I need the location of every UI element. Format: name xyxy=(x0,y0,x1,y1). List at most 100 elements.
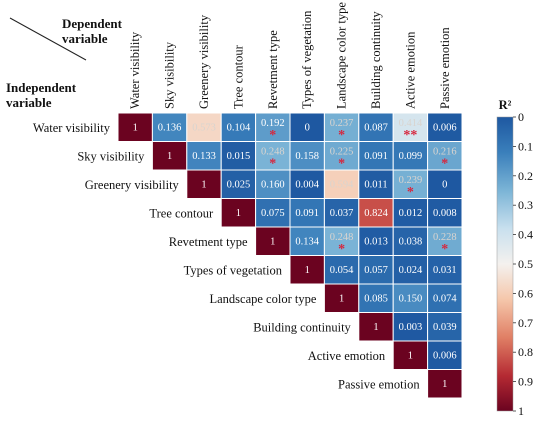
column-label: Revetment type xyxy=(266,30,280,109)
heatmap-cell xyxy=(392,255,429,285)
significance-stars: * xyxy=(269,128,276,143)
cell-value-label: 0.414 xyxy=(399,118,423,129)
cell-value-label: 0.216 xyxy=(433,147,457,158)
heatmap-cell xyxy=(358,312,394,342)
cell-value-label: 0.087 xyxy=(364,123,388,134)
row-label: Passive emotion xyxy=(338,377,420,391)
row-label: Sky visibility xyxy=(77,149,145,163)
heatmap-cell xyxy=(427,312,463,342)
heatmap-cell xyxy=(151,112,188,142)
heatmap-cell xyxy=(358,141,394,171)
heatmap-cell xyxy=(220,169,257,199)
colorbar-tick-label: 0 xyxy=(518,110,524,124)
cell-value-label: 0.134 xyxy=(295,237,319,248)
colorbar-gradient xyxy=(496,116,514,412)
heatmap-cell xyxy=(392,112,429,142)
colorbar-tick-label: 0.8 xyxy=(518,345,533,359)
corner-divider-line xyxy=(9,17,87,61)
row-labels: Water visibility Sky visibility Greenery v… xyxy=(33,121,420,392)
dependent-variable-title: Dependent variable xyxy=(62,16,122,46)
heatmap-cell xyxy=(323,169,360,199)
cell-value-label: 1 xyxy=(201,180,206,191)
cell-value-label: 0.006 xyxy=(433,123,457,134)
cell-value-label: 0.192 xyxy=(261,118,285,129)
cell-value-label: 0.074 xyxy=(433,294,457,305)
cell-value-label: 0.573 xyxy=(192,123,216,134)
colorbar-tick-label: 0.1 xyxy=(518,139,533,153)
cell-value-label: 0.158 xyxy=(295,151,319,162)
column-label: Types of vegetation xyxy=(300,10,314,109)
cell-value-label: 1 xyxy=(167,151,172,162)
cell-value-label: 0.024 xyxy=(399,265,423,276)
significance-stars: ** xyxy=(403,128,417,143)
cell-value-label: 1 xyxy=(408,351,413,362)
heatmap-cell xyxy=(392,312,429,342)
colorbar-tick-label: 1 xyxy=(518,404,524,418)
heatmap-cell xyxy=(186,141,222,171)
colorbar-tick-label: 0.5 xyxy=(518,257,533,271)
row-label: Active emotion xyxy=(308,349,386,363)
cell-value-label: 0.160 xyxy=(261,180,285,191)
cell-value-label: 0.225 xyxy=(330,147,354,158)
cell-value-label: 1 xyxy=(373,322,378,333)
colorbar-tick-label: 0.2 xyxy=(518,169,533,183)
column-label: Passive emotion xyxy=(438,27,452,109)
cell-value-label: 1 xyxy=(442,379,447,390)
column-label: Greenery visibility xyxy=(197,14,211,109)
significance-stars: * xyxy=(338,242,345,257)
cell-value-label: 0.248 xyxy=(330,232,354,243)
cell-value-label: 0.133 xyxy=(192,151,216,162)
colorbar-tick-label: 0.7 xyxy=(518,316,533,330)
heatmap-cell xyxy=(289,255,325,285)
cell-value-label: 0.012 xyxy=(399,208,423,219)
heatmap-cell xyxy=(323,226,360,256)
cell-value-label: 0.003 xyxy=(399,322,423,333)
cell-value-label: 0.013 xyxy=(364,237,388,248)
cell-value-label: 0.248 xyxy=(261,147,285,158)
colorbar-tick-label: 0.4 xyxy=(518,228,533,242)
heatmap-cell xyxy=(220,141,257,171)
cell-value-label: 0.054 xyxy=(330,265,354,276)
cell-value-label: 1 xyxy=(339,294,344,305)
significance-stars: * xyxy=(407,185,414,200)
heatmap-cell xyxy=(427,198,463,228)
significance-stars: * xyxy=(269,157,276,172)
cell-value-label: 0.594 xyxy=(330,180,354,191)
heatmap-cell xyxy=(151,141,188,171)
heatmap-cell xyxy=(289,226,325,256)
cell-value-label: 0.037 xyxy=(330,208,354,219)
heatmap-cell xyxy=(427,141,463,171)
row-label: Revetment type xyxy=(169,235,248,249)
colorbar-tick-label: 0.3 xyxy=(518,198,533,212)
column-label: Tree contour xyxy=(231,44,245,109)
cell-value-label: 0 xyxy=(442,180,447,191)
cell-value-label: 1 xyxy=(270,237,275,248)
cell-value-label: 0.008 xyxy=(433,208,457,219)
cell-value-label: 0.824 xyxy=(364,208,388,219)
heatmap-cell xyxy=(323,112,360,142)
column-label: Sky visibility xyxy=(163,41,177,109)
heatmap-cell xyxy=(392,141,429,171)
cell-value-label: 0.099 xyxy=(399,151,423,162)
heatmap-cell xyxy=(358,112,394,142)
cell-value-label: 1 xyxy=(305,265,310,276)
column-label: Water visibility xyxy=(128,31,142,109)
cell-value-label: 0.091 xyxy=(295,208,319,219)
cell-value-label: 0 xyxy=(305,123,310,134)
cell-value-label: 0.237 xyxy=(330,118,354,129)
heatmap-cell xyxy=(255,141,291,171)
cell-value-label: 0.004 xyxy=(295,180,319,191)
cell-value-label: 0.038 xyxy=(399,237,423,248)
heatmap-cell xyxy=(427,369,463,399)
heatmap-cell xyxy=(427,112,463,142)
colorbar: R² 0 0.1 0.2 0.3 0.4 0.5 0.6 0.7 0.8 0.9 1 xyxy=(496,98,533,418)
heatmap-cell xyxy=(255,226,291,256)
cell-value-label: 0.006 xyxy=(433,351,457,362)
cell-value-label: 0.085 xyxy=(364,294,388,305)
significance-stars: * xyxy=(441,157,448,172)
cell-value-label: 0.015 xyxy=(227,151,251,162)
cell-value-label: 0.057 xyxy=(364,265,388,276)
cell-value-label: 0.104 xyxy=(227,123,251,134)
row-label: Water visibility xyxy=(33,121,111,135)
cell-value-label: 0.136 xyxy=(158,123,182,134)
